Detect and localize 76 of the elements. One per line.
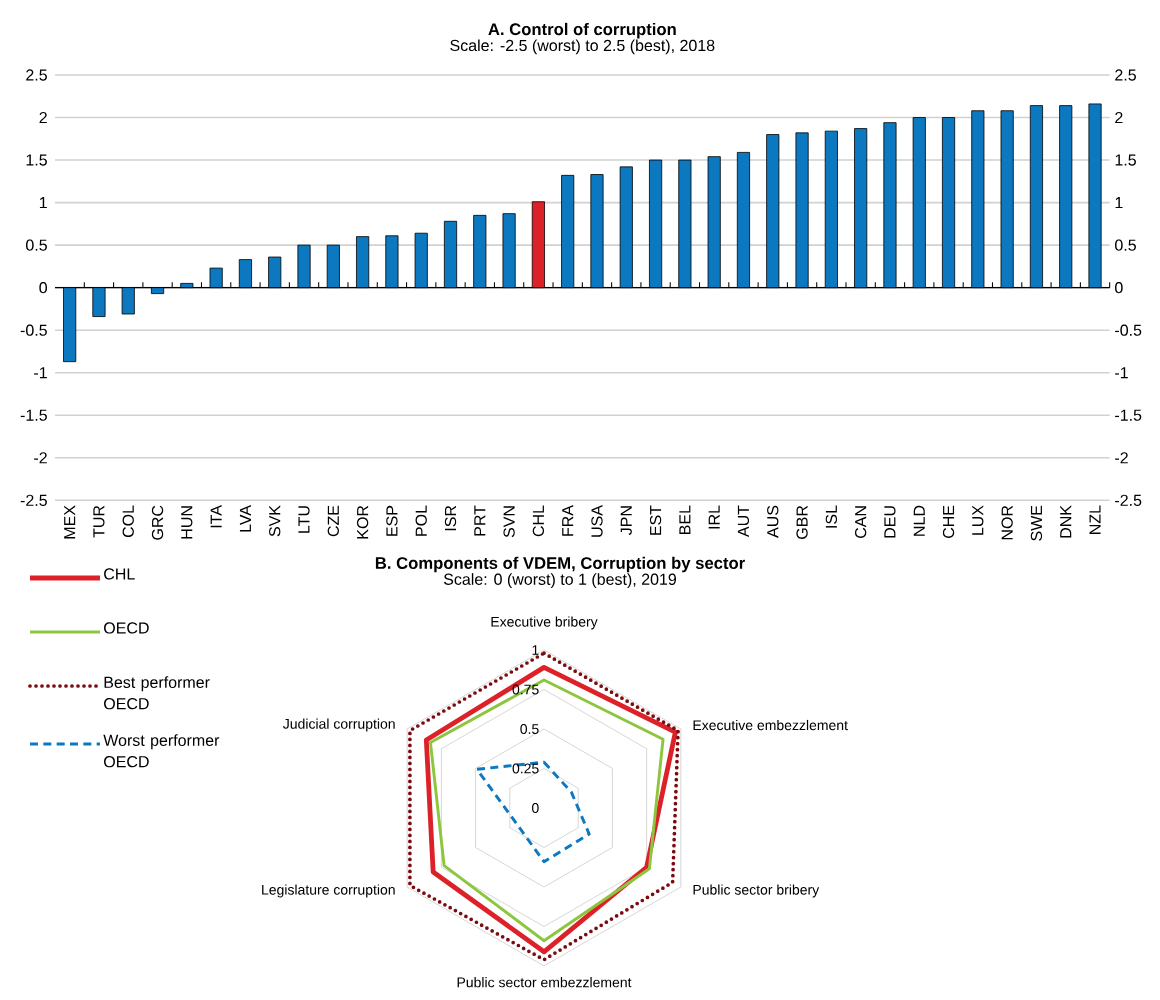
spoke-label: Executive embezzlement (693, 719, 848, 731)
x-tick-label: ITA (210, 505, 222, 528)
legend-label: Worst performer OECD (103, 734, 220, 768)
x-tick-label: MEX (64, 505, 76, 539)
y-tick-label: 1 (532, 645, 539, 655)
y2-tick-label: 2 (1115, 111, 1123, 124)
chart-subtitle: Scale: 0 (worst) to 1 (best), 2019 (443, 573, 676, 589)
x-tick-label: CAN (855, 506, 867, 538)
x-tick-label: NOR (1001, 505, 1013, 540)
spoke-label: Legislature corruption (262, 884, 395, 898)
x-tick-label: CHE (942, 505, 955, 538)
x-tick-label: ISR (444, 505, 457, 531)
x-tick-label: CHL (532, 505, 545, 537)
y-tick-label: 0 (532, 803, 539, 813)
y-tick-label: -2 (34, 452, 47, 464)
x-tick-label: FRA (562, 505, 574, 536)
x-tick-label: DEU (884, 506, 896, 538)
y-tick-label: -1 (34, 367, 47, 379)
y-tick-label: -2.5 (20, 494, 47, 506)
x-tick-label: PRT (474, 505, 486, 536)
y-tick-label: 0.5 (26, 239, 47, 251)
y-tick-label: 2 (39, 111, 47, 124)
legend-label: CHL (104, 568, 135, 580)
x-tick-label: GBR (796, 505, 808, 539)
x-tick-label: SWE (1030, 505, 1043, 541)
y-tick-label: 1 (39, 197, 47, 209)
legend-label: OECD (104, 622, 149, 634)
y-tick-label: 0 (39, 282, 48, 294)
x-tick-label: NLD (913, 505, 925, 536)
x-tick-label: COL (122, 505, 134, 538)
spoke-label: Public sector embezzlement (457, 977, 632, 988)
y2-tick-label: -1.5 (1115, 409, 1142, 421)
y-tick-label: -1.5 (20, 409, 47, 421)
spoke-label: Public sector bribery (693, 884, 820, 898)
y-tick-label: 2.5 (26, 69, 47, 81)
x-tick-label: LTU (298, 506, 310, 533)
chart-title: A. Control of corruption (488, 22, 676, 39)
x-tick-label: IRL (708, 505, 720, 529)
x-tick-label: LVA (239, 505, 251, 532)
x-tick-label: SVN (503, 506, 515, 538)
x-tick-label: AUS (767, 505, 779, 538)
x-tick-label: EST (649, 505, 662, 535)
x-tick-label: GRC (151, 505, 164, 540)
y2-tick-label: 0 (1115, 282, 1123, 294)
y-tick-label: 0.5 (520, 724, 539, 734)
legend-label: Best performer OECD (104, 676, 210, 710)
y2-tick-label: -2 (1115, 452, 1128, 464)
chart-title: B. Components of VDEM, Corruption by sector (375, 556, 745, 573)
x-tick-label: ISL (825, 505, 838, 528)
x-tick-label: HUN (181, 506, 193, 539)
spoke-label: Executive bribery (491, 616, 598, 630)
y2-tick-label: 1.5 (1115, 154, 1136, 166)
x-tick-label: TUR (93, 505, 105, 538)
x-tick-label: DNK (1060, 505, 1072, 538)
chart-subtitle: Scale: -2.5 (worst) to 2.5 (best), 2018 (450, 39, 715, 55)
y2-tick-label: -0.5 (1115, 324, 1142, 336)
x-tick-label: NZL (1089, 505, 1101, 534)
y2-tick-label: -2.5 (1115, 494, 1142, 506)
y2-tick-label: 2.5 (1115, 69, 1136, 81)
x-tick-label: USA (591, 505, 603, 537)
y2-tick-label: 1 (1115, 197, 1123, 209)
x-tick-label: SVK (269, 505, 281, 537)
y2-tick-label: 0.5 (1115, 239, 1136, 251)
y-tick-label: 0.25 (512, 763, 539, 774)
x-tick-label: JPN (620, 506, 632, 536)
y2-tick-label: -1 (1115, 367, 1128, 379)
x-tick-label: KOR (356, 505, 369, 539)
x-tick-label: ESP (386, 505, 398, 536)
y-tick-label: 1.5 (26, 154, 47, 166)
x-tick-label: AUT (737, 505, 750, 538)
x-tick-label: LUX (972, 505, 984, 535)
x-tick-label: POL (415, 505, 427, 536)
y-tick-label: -0.5 (20, 324, 47, 336)
x-tick-label: BEL (679, 505, 691, 534)
spoke-label: Judicial corruption (283, 718, 395, 732)
x-tick-label: CZE (327, 505, 339, 537)
